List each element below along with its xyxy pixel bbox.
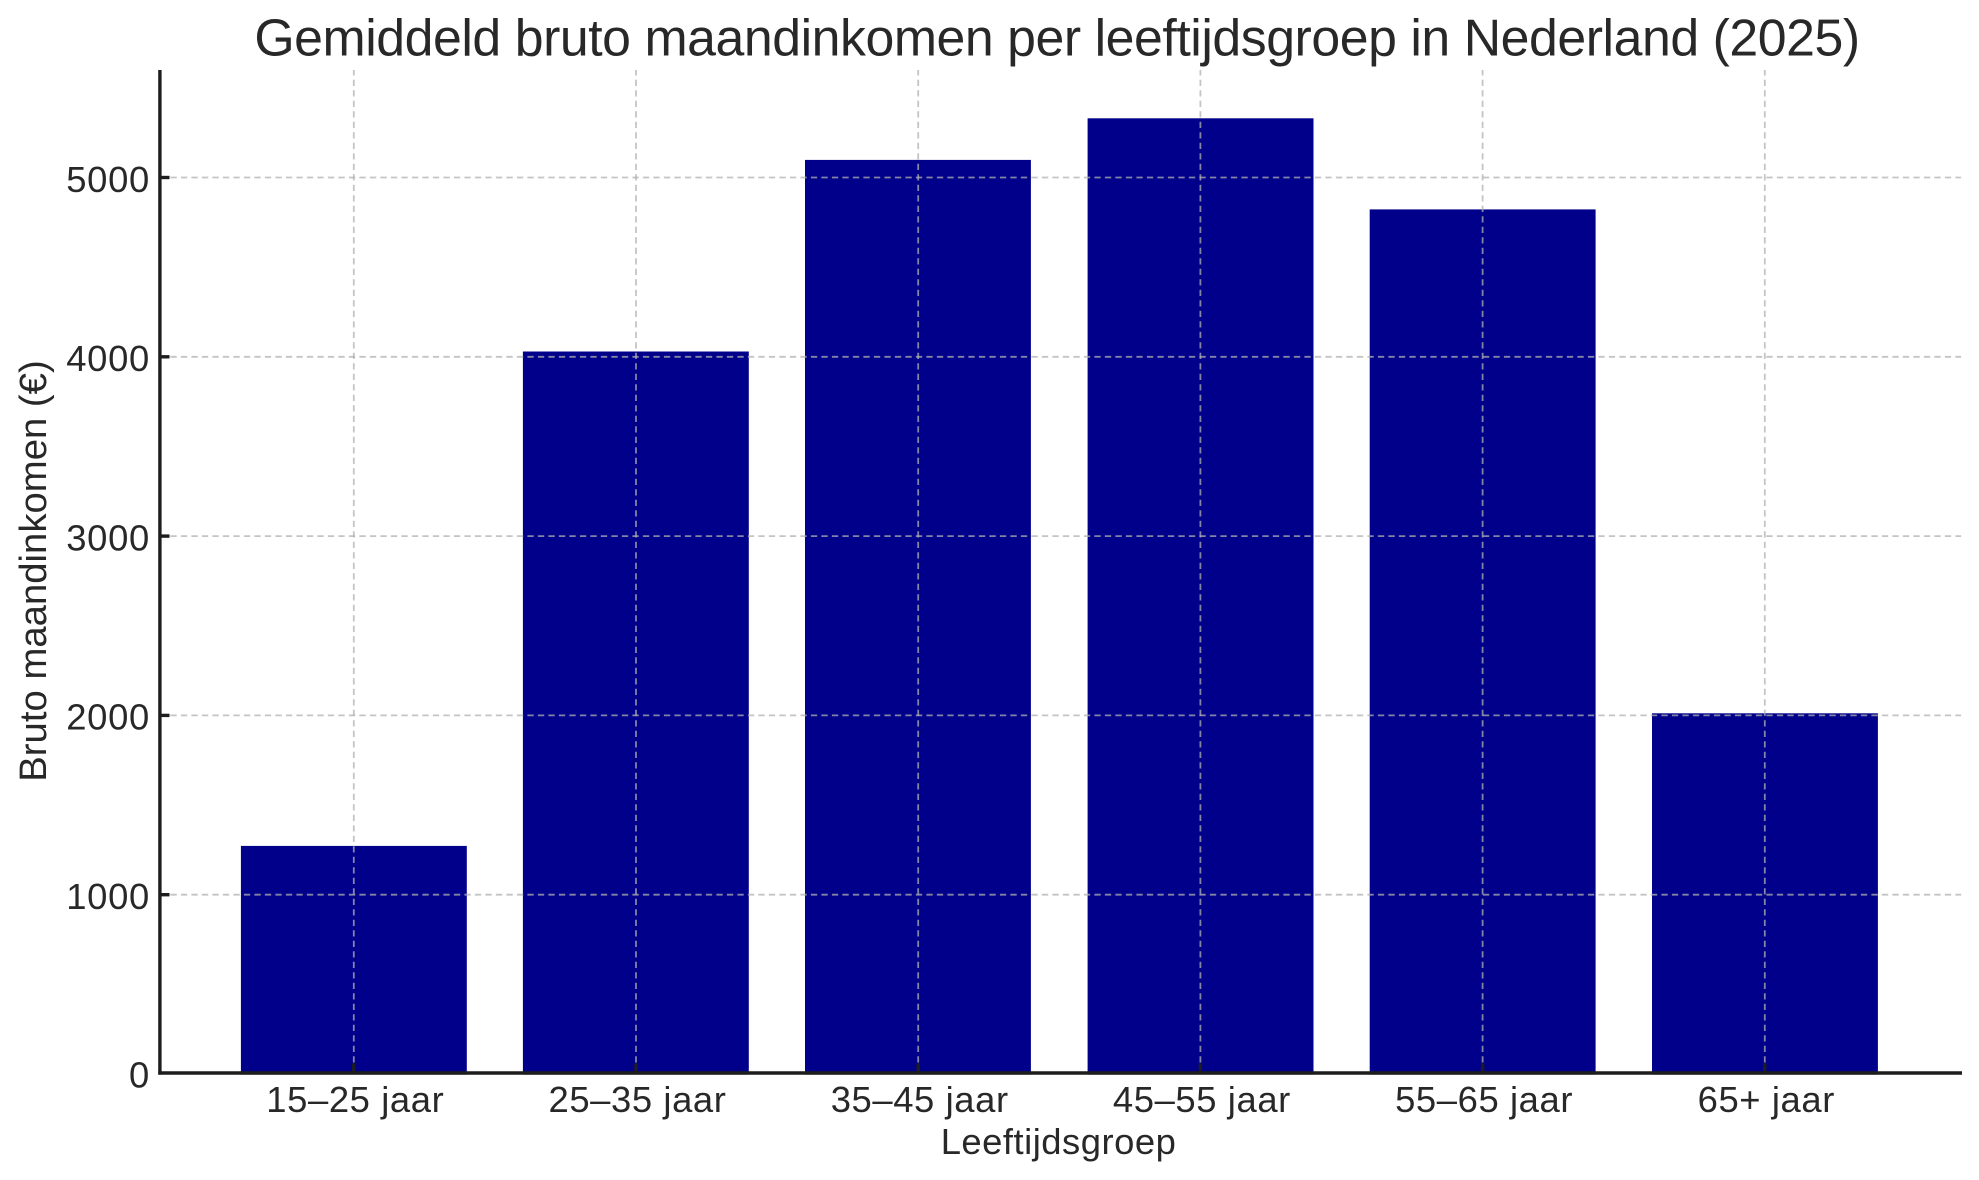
svg-text:Gemiddeld bruto maandinkomen p: Gemiddeld bruto maandinkomen per leeftij… bbox=[254, 9, 1859, 67]
svg-text:1000: 1000 bbox=[66, 876, 150, 917]
svg-text:4000: 4000 bbox=[66, 338, 150, 379]
svg-text:25–35 jaar: 25–35 jaar bbox=[549, 1079, 727, 1120]
svg-text:3000: 3000 bbox=[66, 517, 150, 558]
svg-text:5000: 5000 bbox=[66, 159, 150, 200]
svg-text:65+ jaar: 65+ jaar bbox=[1698, 1079, 1835, 1120]
svg-text:2000: 2000 bbox=[66, 697, 150, 738]
svg-text:55–65 jaar: 55–65 jaar bbox=[1395, 1079, 1573, 1120]
svg-text:45–55 jaar: 45–55 jaar bbox=[1113, 1079, 1291, 1120]
svg-text:0: 0 bbox=[129, 1055, 150, 1096]
svg-text:Leeftijdsgroep: Leeftijdsgroep bbox=[941, 1121, 1177, 1162]
svg-text:15–25 jaar: 15–25 jaar bbox=[266, 1079, 444, 1120]
svg-text:Bruto maandinkomen (€): Bruto maandinkomen (€) bbox=[12, 360, 55, 781]
svg-text:35–45 jaar: 35–45 jaar bbox=[831, 1079, 1009, 1120]
